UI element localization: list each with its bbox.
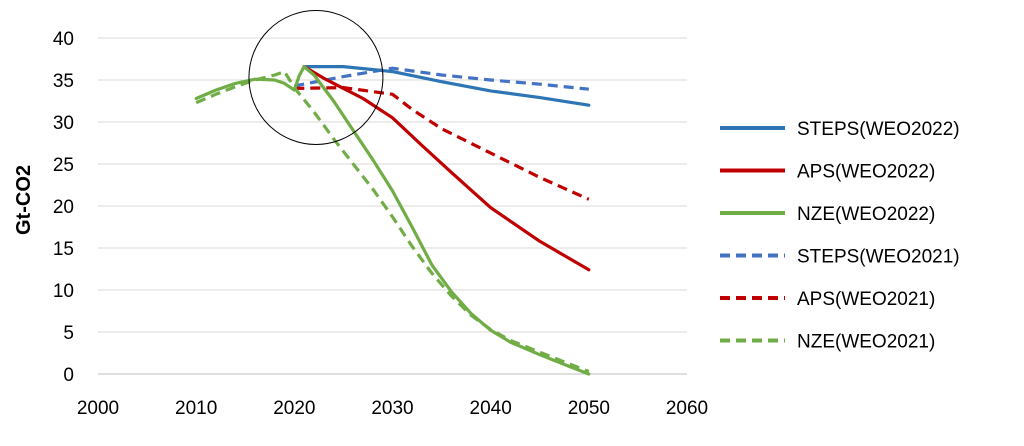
- series-line: [302, 64, 591, 272]
- y-tick-label: 20: [53, 197, 74, 218]
- highlight-circle: [248, 9, 384, 145]
- y-tick-label: 15: [53, 239, 74, 260]
- gridlines: [98, 37, 687, 375]
- x-tick-label: 2030: [371, 398, 413, 419]
- x-tick-label: 2040: [470, 398, 512, 419]
- x-tick-label: 2000: [77, 398, 119, 419]
- y-tick-label: 40: [53, 29, 74, 50]
- legend-label: STEPS(WEO2022): [797, 119, 960, 140]
- series-line: [194, 64, 591, 376]
- y-axis-ticks: 0 5 10 15 20 25 30 35 40: [53, 29, 74, 386]
- x-tick-label: 2060: [666, 398, 708, 419]
- x-tick-label: 2050: [568, 398, 610, 419]
- x-tick-label: 2010: [175, 398, 217, 419]
- series-lines: [194, 64, 591, 376]
- x-tick-label: 2020: [273, 398, 315, 419]
- series-line: [294, 85, 590, 201]
- series-line: [302, 64, 591, 107]
- legend-label: STEPS(WEO2021): [797, 247, 960, 268]
- y-tick-label: 10: [53, 281, 74, 302]
- series-line: [294, 66, 589, 91]
- legend-label: NZE(WEO2022): [797, 204, 935, 225]
- legend-label: NZE(WEO2021): [797, 332, 935, 353]
- legend-label: APS(WEO2022): [797, 162, 935, 183]
- y-tick-label: 35: [53, 71, 74, 92]
- y-tick-label: 0: [63, 365, 74, 386]
- x-axis-ticks: 2000 2010 2020 2030 2040 2050 2060: [77, 398, 708, 419]
- legend: STEPS(WEO2022) APS(WEO2022) NZE(WEO2022) ST…: [720, 119, 960, 353]
- y-tick-label: 25: [53, 155, 74, 176]
- legend-label: APS(WEO2021): [797, 289, 935, 310]
- y-tick-label: 5: [63, 323, 74, 344]
- y-tick-label: 30: [53, 113, 74, 134]
- y-axis-label: Gt-CO2: [13, 165, 35, 235]
